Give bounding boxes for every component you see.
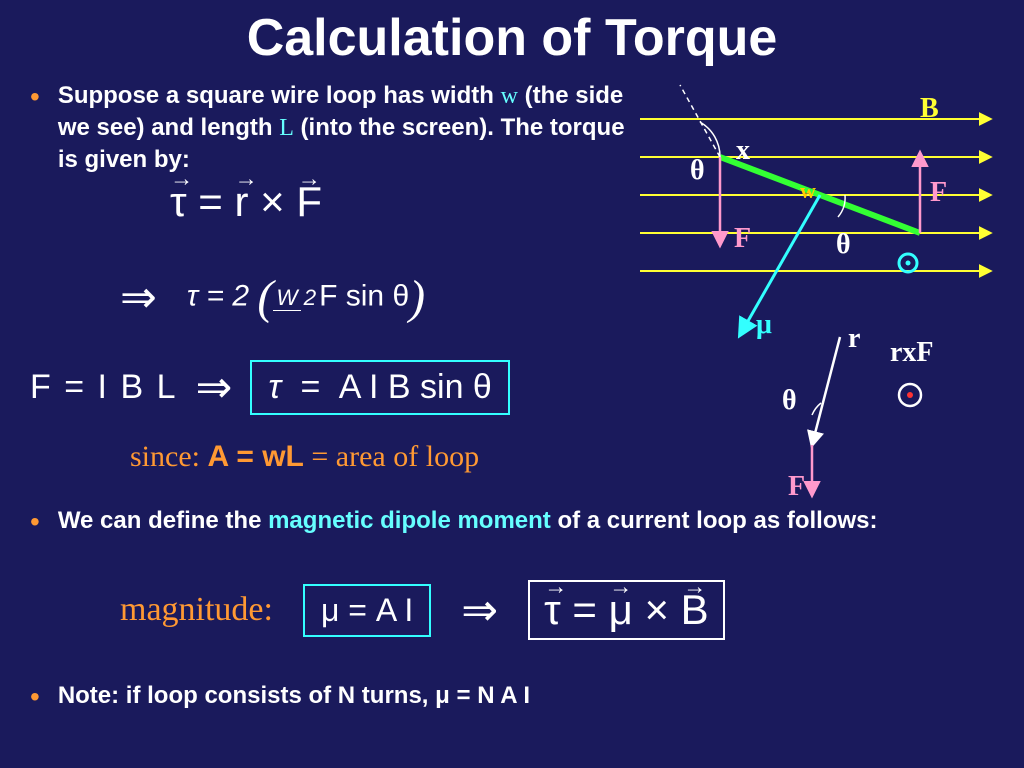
bullet-dot-icon: • (30, 680, 40, 714)
bullet-2: • We can define the magnetic dipole mome… (0, 505, 980, 539)
bullet-1: • Suppose a square wire loop has width w… (0, 80, 640, 176)
bullet-1-text: Suppose a square wire loop has width w (… (58, 80, 630, 176)
implies-arrow-icon: ⇒ (461, 585, 498, 636)
bullet-3: • Note: if loop consists of N turns, μ =… (0, 680, 980, 714)
slide-title: Calculation of Torque (0, 0, 1024, 68)
magnitude-label: magnitude: (120, 591, 273, 629)
bullet-dot-icon: • (30, 505, 40, 539)
boxed-mu-AI: μ = A I (303, 584, 431, 637)
bullet-3-text: Note: if loop consists of N turns, μ = N… (58, 680, 530, 711)
magnitude-row: magnitude: μ = A I ⇒ τ = μ × B (120, 580, 725, 640)
eq-tau-equals-r-cross-F: τ = r × F (170, 178, 322, 226)
boxed-tau-muxB: τ = μ × B (528, 580, 725, 640)
implies-arrow-icon: ⇒ (120, 272, 157, 323)
since-area: since: A = wL = area of loop (130, 440, 479, 474)
eq-F-IBL-tau-AIBsin: F = I B L ⇒ τ = A I B sin θ (30, 360, 510, 415)
torque-diagram: BxθwFFθμrrxFθF (640, 105, 1010, 485)
boxed-tau-AIBsin: τ = A I B sin θ (250, 360, 509, 415)
implies-arrow-icon: ⇒ (195, 362, 232, 413)
eq-tau-2wsintheta: ⇒ τ = 2 (W2F sin θ) (120, 270, 425, 325)
bullet-dot-icon: • (30, 80, 40, 114)
